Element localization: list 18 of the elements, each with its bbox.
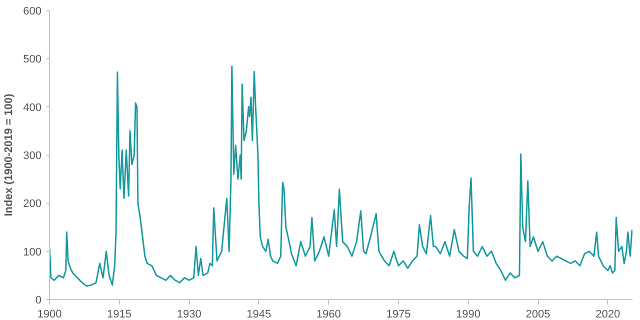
y-tick-label: 100 <box>23 246 42 258</box>
x-tick-label: 1975 <box>386 308 411 320</box>
y-axis-title: Index (1900-2019 = 100) <box>3 93 16 216</box>
y-tick-label: 300 <box>23 150 42 162</box>
y-tick-label: 400 <box>23 102 42 114</box>
x-tick-label: 1915 <box>107 308 132 320</box>
y-tick-label: 600 <box>23 6 42 18</box>
x-tick-label: 2005 <box>526 308 550 320</box>
x-tick-label: 1930 <box>176 308 202 320</box>
y-tick-label: 500 <box>23 54 42 66</box>
x-tick-label: 2020 <box>596 308 620 320</box>
y-tick-label: 0 <box>35 294 42 306</box>
x-tick-label: 1900 <box>37 308 62 320</box>
x-tick-label: 1960 <box>316 308 341 320</box>
x-tick-label: 1945 <box>246 308 272 320</box>
line-series <box>50 66 632 287</box>
x-tick-label: 1990 <box>456 308 481 320</box>
y-tick-label: 200 <box>23 198 42 210</box>
